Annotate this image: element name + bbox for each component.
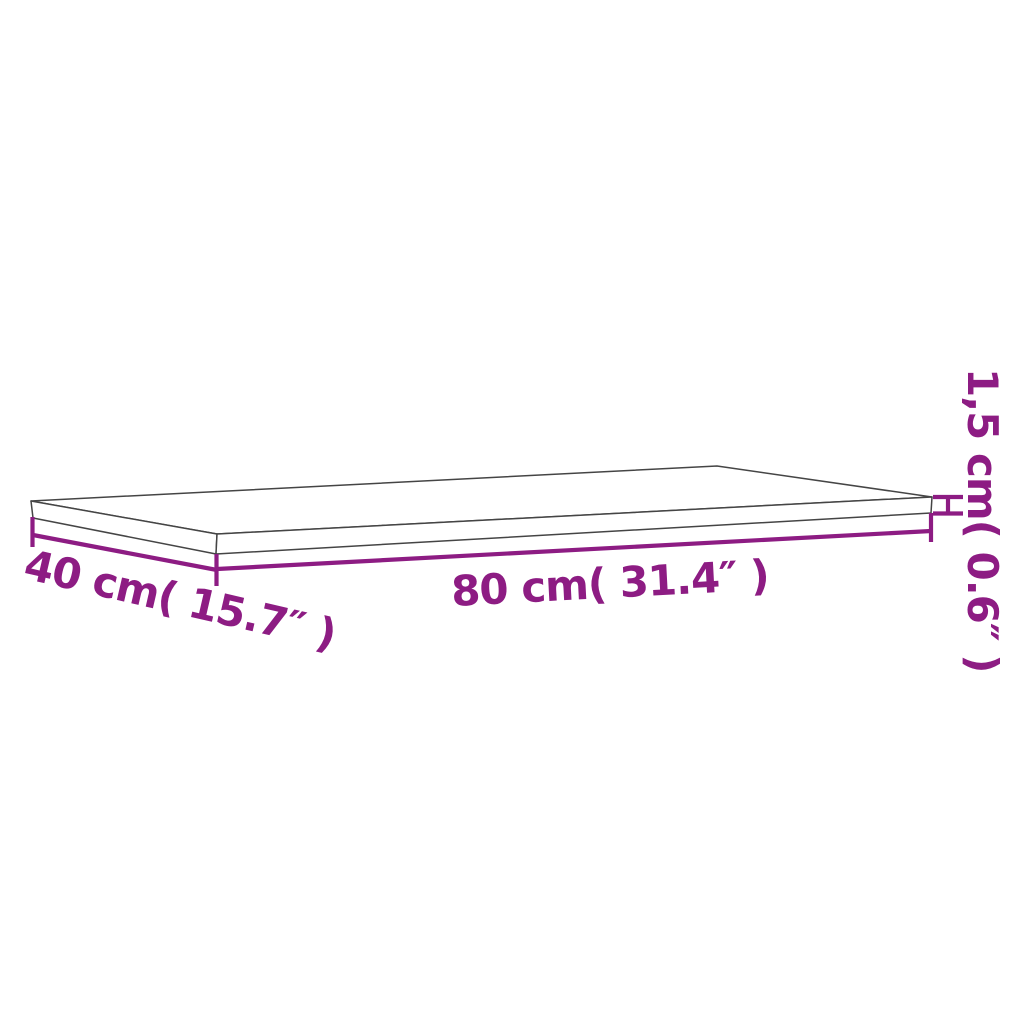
- depth-dimension-line: [32, 532, 218, 573]
- panel-outline: [30, 465, 933, 555]
- dimension-lines: [30, 494, 963, 586]
- width-dimension-line: [216, 528, 932, 572]
- thickness-label: 1,5 cm( 0.6″ ): [958, 368, 1007, 673]
- depth-label: 40 cm( 15.7″ ): [20, 540, 341, 659]
- width-label: 80 cm( 31.4″ ): [450, 550, 770, 616]
